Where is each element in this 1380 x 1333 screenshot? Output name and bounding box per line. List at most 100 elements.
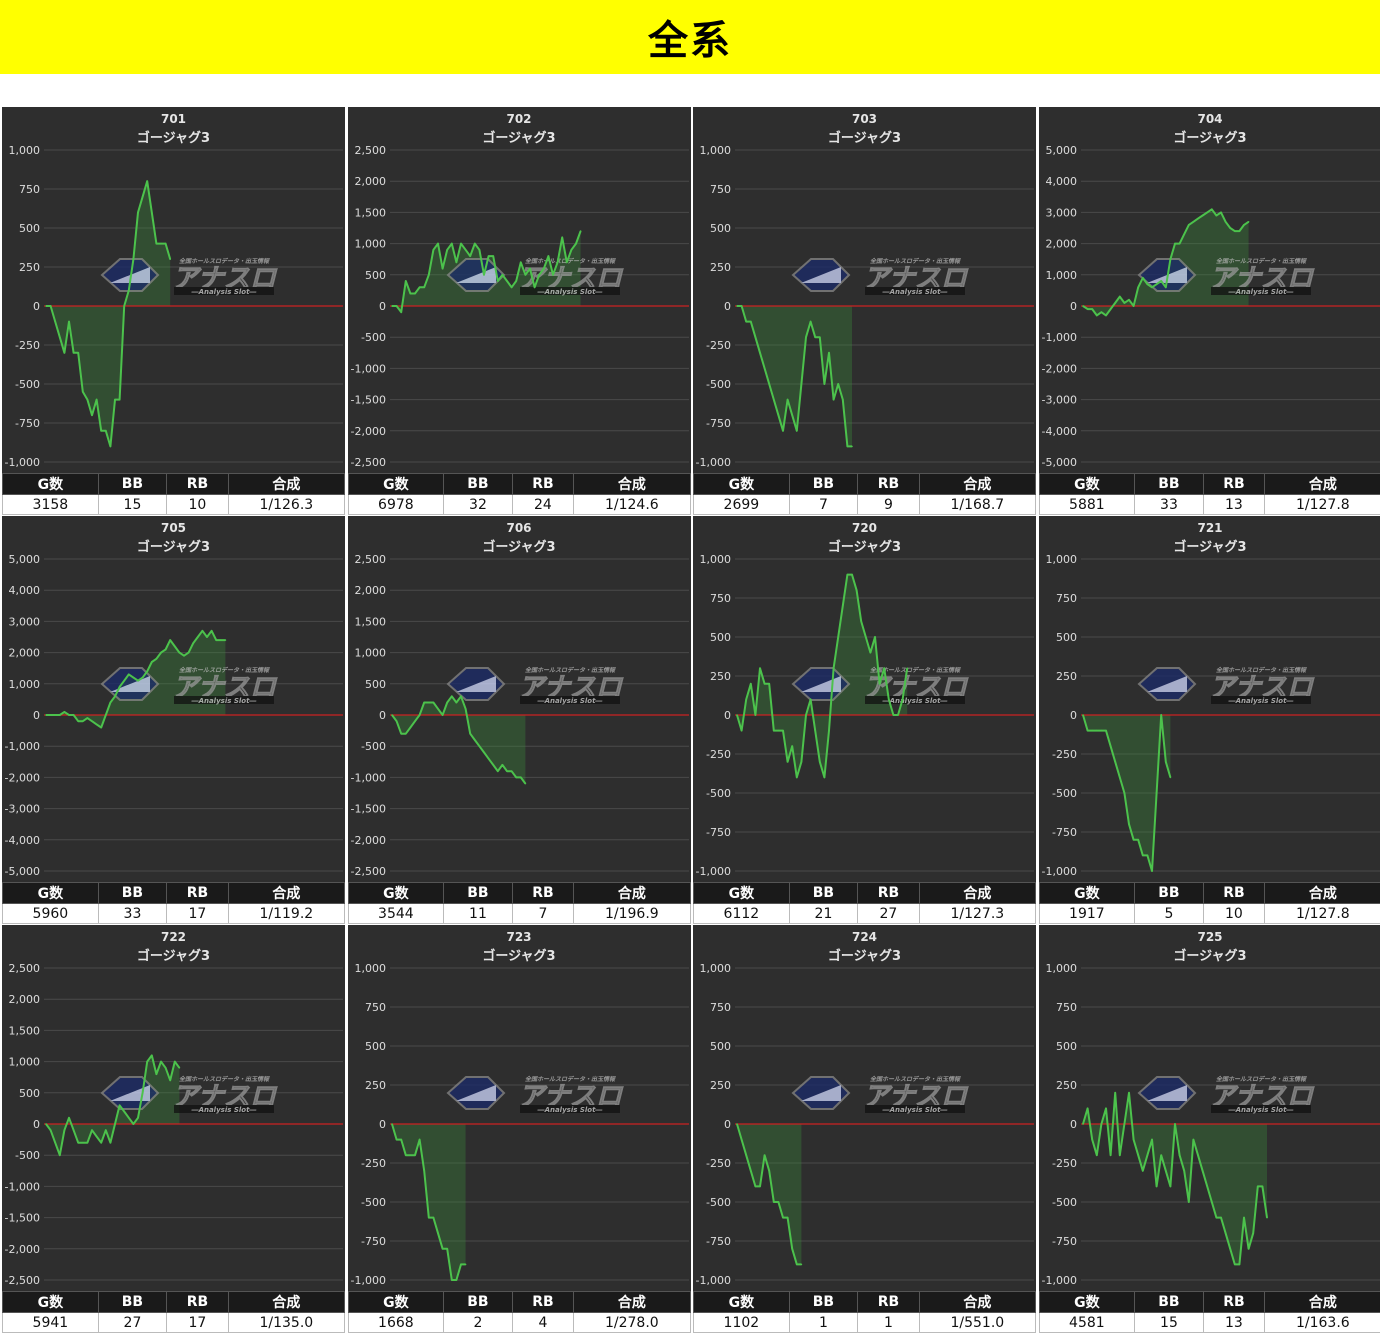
stat-header-games: G数 — [348, 474, 444, 495]
data-point — [68, 714, 70, 716]
data-point — [1206, 1186, 1208, 1188]
data-point — [100, 430, 102, 432]
machine-model-name: ゴージャグ3 — [2, 127, 345, 146]
stat-rb: 24 — [512, 495, 574, 515]
stat-bb: 11 — [444, 904, 512, 924]
data-point — [395, 720, 397, 722]
data-point — [1091, 1139, 1093, 1141]
stat-header-games: G数 — [694, 883, 790, 904]
data-point — [179, 652, 181, 654]
data-point — [736, 1123, 738, 1125]
stat-bb: 27 — [98, 1313, 166, 1333]
data-point — [824, 777, 826, 779]
machine-model-name: ゴージャグ3 — [1039, 536, 1380, 555]
data-point — [64, 352, 66, 354]
data-point — [814, 730, 816, 732]
data-point — [1146, 283, 1148, 285]
data-point — [87, 399, 89, 401]
data-point — [791, 414, 793, 416]
data-point — [773, 1201, 775, 1203]
data-point — [768, 1170, 770, 1172]
data-point — [782, 430, 784, 432]
data-point — [1266, 1217, 1268, 1219]
data-point — [814, 336, 816, 338]
data-point — [1123, 302, 1125, 304]
data-point — [400, 311, 402, 313]
y-tick-label: -2,500 — [350, 865, 385, 878]
stat-bb: 15 — [1135, 1313, 1203, 1333]
data-point — [464, 249, 466, 251]
y-tick-label: 0 — [33, 1118, 40, 1131]
data-point — [1238, 1264, 1240, 1266]
data-point — [179, 1067, 181, 1069]
data-point — [1178, 243, 1180, 245]
y-tick-label: 500 — [1056, 631, 1077, 644]
data-point — [736, 305, 738, 307]
y-tick-label: -250 — [15, 339, 40, 352]
y-tick-label: -750 — [706, 417, 731, 430]
data-point — [1160, 280, 1162, 282]
stat-games: 1102 — [694, 1313, 790, 1333]
data-point — [1169, 1186, 1171, 1188]
data-point — [87, 717, 89, 719]
y-tick-label: 0 — [724, 1118, 731, 1131]
y-tick-label: 250 — [710, 261, 731, 274]
data-point — [851, 446, 853, 448]
machine-model-name: ゴージャグ3 — [2, 536, 345, 555]
slump-chart: -5,000-4,000-3,000-2,000-1,00001,0002,00… — [1039, 107, 1380, 473]
data-point — [160, 652, 162, 654]
data-point — [1100, 730, 1102, 732]
y-tick-label: -500 — [361, 331, 386, 344]
data-point — [1123, 1123, 1125, 1125]
data-point — [114, 399, 116, 401]
stat-games: 3158 — [3, 495, 99, 515]
data-point — [455, 262, 457, 264]
data-point — [151, 1055, 153, 1057]
data-point — [483, 752, 485, 754]
data-point — [432, 702, 434, 704]
stat-games: 4581 — [1039, 1313, 1135, 1333]
data-point — [506, 770, 508, 772]
data-point — [123, 680, 125, 682]
data-point — [745, 321, 747, 323]
data-point — [169, 1080, 171, 1082]
data-point — [833, 667, 835, 669]
data-point — [409, 293, 411, 295]
stat-combined: 1/196.9 — [574, 904, 690, 924]
slump-chart: -1,000-750-500-25002505007501,000アナスロ全国ホ… — [348, 925, 691, 1291]
data-point — [1201, 215, 1203, 217]
y-tick-label: -1,000 — [696, 865, 731, 878]
y-tick-label: -500 — [15, 378, 40, 391]
y-tick-label: -3,000 — [5, 803, 40, 816]
stat-header-rb: RB — [167, 883, 229, 904]
data-point — [100, 727, 102, 729]
data-point — [50, 714, 52, 716]
data-point — [169, 258, 171, 260]
stat-header-combined: 合成 — [228, 1292, 344, 1313]
data-point — [750, 1170, 752, 1172]
data-point — [755, 336, 757, 338]
stat-header-bb: BB — [1135, 883, 1203, 904]
y-tick-label: 0 — [724, 709, 731, 722]
data-point — [1165, 761, 1167, 763]
watermark-tagline: ―Analysis Slot― — [536, 1106, 602, 1114]
slump-chart: -2,500-2,000-1,500-1,000-50005001,0001,5… — [2, 925, 345, 1291]
machine-number: 704 — [1039, 112, 1380, 126]
data-point — [128, 1117, 130, 1119]
slump-chart: -1,000-750-500-25002505007501,000アナスロ全国ホ… — [1039, 516, 1380, 882]
data-point — [759, 667, 761, 669]
data-point — [133, 677, 135, 679]
data-point — [1123, 792, 1125, 794]
data-point — [174, 646, 176, 648]
watermark-tagline: ―Analysis Slot― — [191, 697, 257, 705]
data-point — [524, 274, 526, 276]
y-tick-label: 1,000 — [1045, 269, 1077, 282]
y-tick-label: -1,500 — [5, 1212, 40, 1225]
machine-model-name: ゴージャグ3 — [2, 945, 345, 964]
data-point — [133, 1123, 135, 1125]
data-point — [782, 730, 784, 732]
